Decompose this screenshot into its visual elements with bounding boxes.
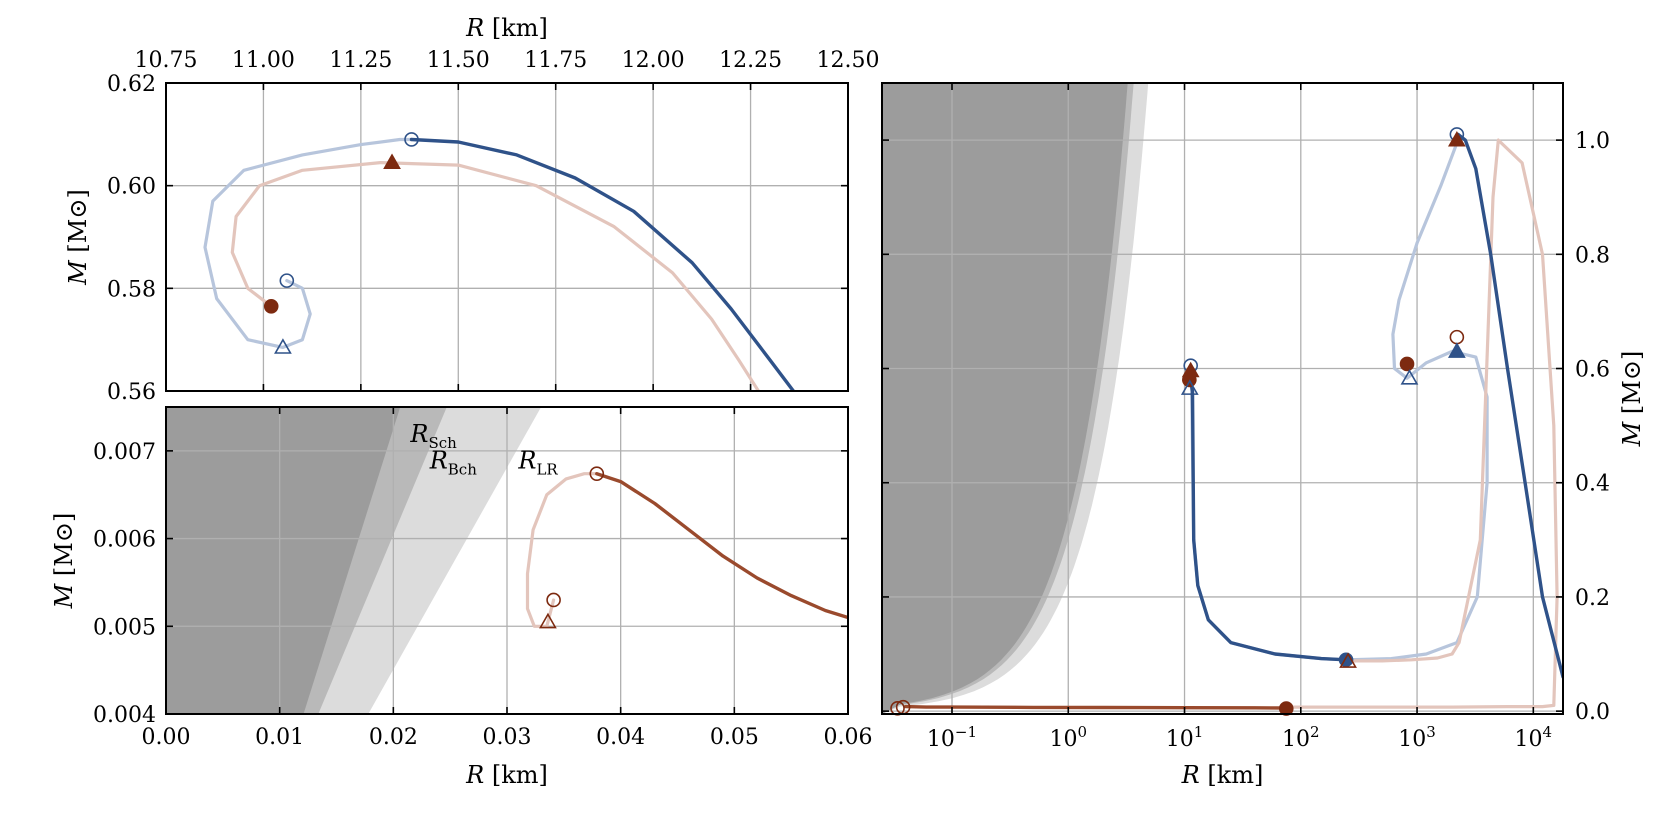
top_left-x-tick-label: 12.25	[719, 48, 782, 73]
right-y-tick-label: 0.8	[1575, 243, 1610, 268]
top_left-y-tick-label: 0.56	[107, 380, 156, 405]
top_left-x-tick-label: 12.50	[817, 48, 880, 73]
top_left-marker-0-circle-open	[404, 132, 419, 147]
right-x-tick-label: 101	[1166, 723, 1204, 752]
right-series-0-blue_light-line	[1188, 138, 1489, 662]
top_left-marker-2-triangle-open	[274, 338, 292, 354]
right-y-tick-label: 0.0	[1575, 700, 1610, 725]
bottom_left-x-axis-label: R [km]	[465, 761, 548, 789]
bottom_left-series-0-red_light-line	[525, 472, 599, 628]
bottom_left-annotation-Sch: RSch	[409, 420, 457, 452]
right-series-4-brown-line	[904, 704, 1289, 710]
bottom_left-y-tick-label: 0.005	[93, 615, 156, 640]
right-grid	[882, 83, 1563, 714]
top_left-y-tick-label: 0.58	[107, 277, 156, 302]
bottom_left-x-tick-label: 0.02	[369, 725, 418, 750]
top_left-x-tick-label: 11.00	[232, 48, 295, 73]
bottom_left-y-tick-label: 0.004	[93, 703, 156, 728]
top_left-y-tick-label: 0.62	[107, 72, 156, 97]
top_left-x-tick-label: 10.75	[135, 48, 198, 73]
bottom_left-annotation-Bch: RBch	[429, 446, 478, 478]
right-marker-9-triangle-open	[1180, 379, 1199, 395]
right-frame	[881, 82, 1564, 715]
right-x-tick-label: 10−1	[927, 723, 977, 752]
right-marker-3-triangle-filled	[1447, 342, 1466, 358]
bottom_left-regions	[166, 407, 542, 714]
bottom_left-marker-2-triangle-open	[539, 612, 557, 629]
bottom_left-marker-0-circle-open	[589, 466, 605, 481]
right-x-tick-label: 103	[1398, 723, 1436, 752]
top_left-x-tick-label: 12.00	[622, 48, 685, 73]
right-marker-8-circle-filled	[1182, 372, 1197, 388]
right-marker-11-triangle-open	[1339, 652, 1357, 668]
bottom_left-plot	[525, 472, 848, 628]
right-x-tick-label: 104	[1515, 723, 1553, 752]
bottom_left-annotation-LR: RLR	[517, 446, 558, 478]
bottom_left-series-1-brown-line	[595, 472, 848, 620]
bottom_left-region-shade_dark	[166, 407, 401, 714]
right-series-2-blue-line	[1189, 381, 1348, 662]
right-x-tick-label: 100	[1049, 723, 1087, 752]
top_left-plot	[203, 137, 796, 391]
bottom_left-x-tick-label: 0.03	[483, 725, 532, 750]
right-marker-12-circle-filled	[1278, 701, 1294, 716]
right-marker-1-triangle-filled	[1447, 130, 1466, 147]
bottom_left-y-tick-label: 0.007	[93, 440, 156, 465]
bottom_left-axes	[165, 406, 849, 715]
right-y-tick-label: 1.0	[1575, 129, 1610, 154]
bottom_left-x-tick-label: 0.01	[255, 725, 304, 750]
right-series-3-blue-line	[1456, 132, 1563, 679]
bottom_left-marker-1-circle-open	[546, 592, 561, 608]
right-marker-2-circle-open	[1449, 329, 1465, 345]
bottom_left-y-axis-label: M [M⊙]	[50, 513, 78, 610]
top_left-y-tick-label: 0.60	[107, 175, 156, 200]
right-x-tick-label: 102	[1282, 723, 1320, 752]
right-y-tick-label: 0.6	[1575, 358, 1610, 383]
right-region-shade_dark	[882, 83, 1128, 714]
right-y-axis-label: M [M⊙]	[1618, 351, 1646, 448]
right-y-tick-label: 0.2	[1575, 586, 1610, 611]
bottom_left-x-tick-label: 0.00	[142, 725, 191, 750]
right-plot	[904, 132, 1563, 710]
bottom_left-x-tick-label: 0.05	[710, 725, 759, 750]
top_left-series-0-blue_light-line	[203, 137, 414, 349]
right-marker-4-circle-filled	[1399, 356, 1415, 372]
top_left-series-2-red_light-line	[230, 161, 761, 391]
right-axes	[881, 82, 1564, 715]
top_left-x-tick-label: 11.75	[524, 48, 587, 73]
right-y-tick-label: 0.4	[1575, 472, 1610, 497]
top_left-x-tick-label: 11.50	[427, 48, 490, 73]
top_left-marker-1-circle-open	[279, 273, 295, 288]
top_left-y-axis-label: M [M⊙]	[64, 189, 92, 286]
top_left-axes	[165, 82, 849, 392]
top_left-frame	[165, 82, 849, 392]
bottom_left-x-tick-label: 0.04	[596, 725, 645, 750]
bottom_left-y-tick-label: 0.006	[93, 528, 156, 553]
top_left-marker-4-triangle-filled	[383, 153, 401, 169]
top_left-marker-3-circle-filled	[263, 298, 279, 314]
right-regions	[882, 83, 1149, 714]
right-x-axis-label: R [km]	[1181, 761, 1264, 789]
bottom_left-x-tick-label: 0.06	[824, 725, 873, 750]
right-marker-5-triangle-open	[1400, 369, 1419, 385]
right-series-1-red_light-line	[1287, 138, 1559, 709]
top_left-x-axis-label: R [km]	[465, 14, 548, 42]
top_left-x-tick-label: 11.25	[329, 48, 392, 73]
top_left-series-1-blue-line	[409, 137, 796, 391]
